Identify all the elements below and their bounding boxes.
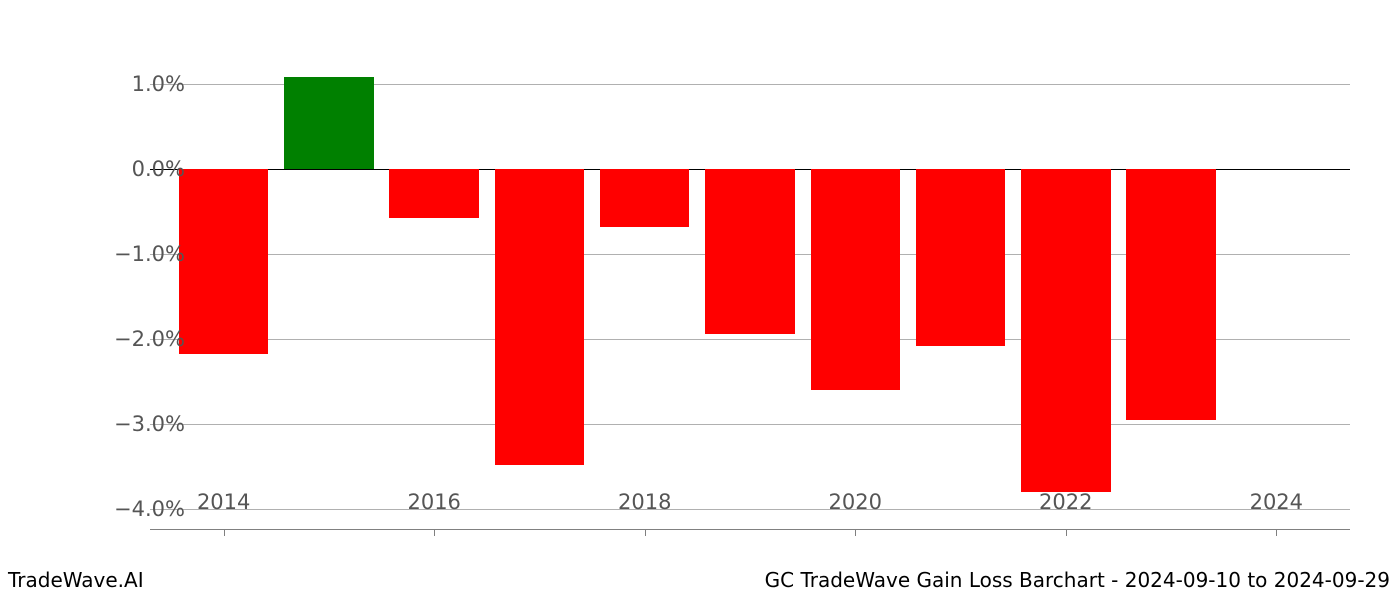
x-tick-mark bbox=[645, 530, 646, 536]
chart-container bbox=[150, 50, 1350, 530]
y-grid-line bbox=[150, 509, 1350, 510]
bar-2016 bbox=[389, 169, 478, 218]
x-tick-mark bbox=[434, 530, 435, 536]
x-tick-mark bbox=[1066, 530, 1067, 536]
footer-caption: GC TradeWave Gain Loss Barchart - 2024-0… bbox=[765, 568, 1390, 592]
bar-2022 bbox=[1021, 169, 1110, 492]
y-tick-label: −2.0% bbox=[114, 327, 185, 351]
x-tick-label: 2024 bbox=[1250, 490, 1303, 514]
y-tick-label: −3.0% bbox=[114, 412, 185, 436]
bar-2019 bbox=[705, 169, 794, 334]
x-tick-mark bbox=[1276, 530, 1277, 536]
x-tick-label: 2020 bbox=[829, 490, 882, 514]
y-grid-line bbox=[150, 424, 1350, 425]
x-tick-mark bbox=[224, 530, 225, 536]
y-tick-label: −4.0% bbox=[114, 497, 185, 521]
plot-area bbox=[150, 50, 1350, 530]
x-tick-label: 2016 bbox=[407, 490, 460, 514]
bar-2021 bbox=[916, 169, 1005, 346]
x-tick-label: 2018 bbox=[618, 490, 671, 514]
y-tick-label: 1.0% bbox=[132, 72, 185, 96]
y-tick-label: −1.0% bbox=[114, 242, 185, 266]
bar-2020 bbox=[811, 169, 900, 390]
footer-brand: TradeWave.AI bbox=[8, 568, 144, 592]
x-tick-mark bbox=[855, 530, 856, 536]
y-tick-label: 0.0% bbox=[132, 157, 185, 181]
bar-2017 bbox=[495, 169, 584, 465]
x-tick-label: 2014 bbox=[197, 490, 250, 514]
bar-2014 bbox=[179, 169, 268, 354]
x-tick-label: 2022 bbox=[1039, 490, 1092, 514]
bar-2023 bbox=[1126, 169, 1215, 420]
bar-2018 bbox=[600, 169, 689, 227]
bar-2015 bbox=[284, 77, 373, 169]
